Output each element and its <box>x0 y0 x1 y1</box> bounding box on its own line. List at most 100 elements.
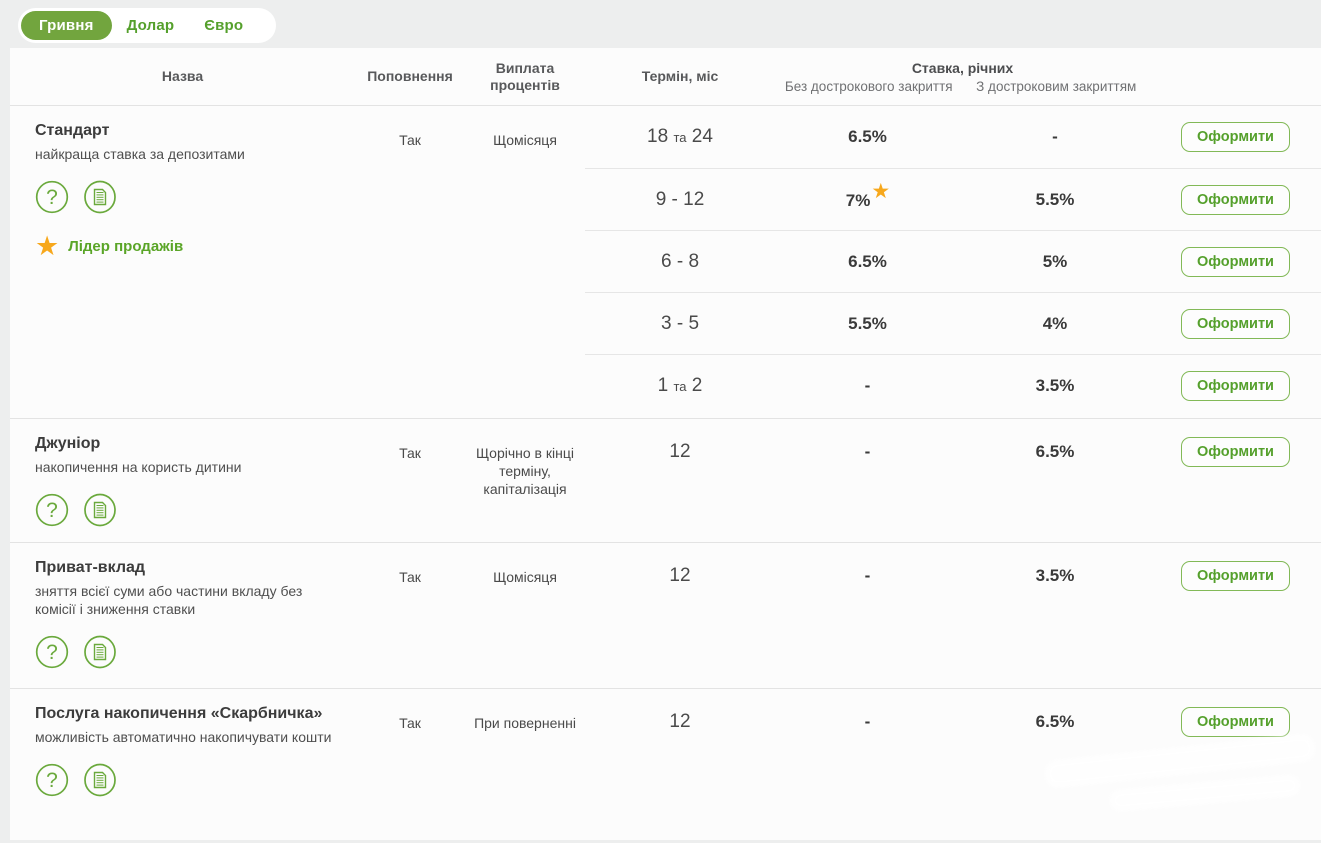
document-icon[interactable] <box>83 635 117 669</box>
product-name: Приват-вклад <box>35 559 146 576</box>
product-description: найкраща ставка за депозитами <box>35 146 245 162</box>
header-rate-title: Ставка, річних <box>911 59 1014 76</box>
apply-button[interactable]: Оформити <box>1181 246 1290 277</box>
rate-row: 12 - 6.5% Оформити <box>585 689 1321 755</box>
currency-tab-2[interactable]: Євро <box>204 17 244 34</box>
term-cell: 18 та 24 <box>647 126 713 147</box>
rate-early-cell: 4% <box>1042 313 1068 333</box>
apply-button[interactable]: Оформити <box>1181 308 1290 339</box>
rate-no-early-cell: - <box>864 566 871 585</box>
rate-no-early-cell: 6.5% <box>848 251 887 271</box>
term-cell: 12 <box>669 711 691 732</box>
product-row: Послуга накопичення «Скарбничка» можливіс… <box>10 688 1321 840</box>
rate-early-cell: 3.5% <box>1035 375 1075 395</box>
payout-cell: Щомісяця <box>493 132 557 148</box>
rate-row: 6 - 8 6.5% 5% Оформити <box>585 230 1321 292</box>
rate-row: 12 - 6.5% Оформити <box>585 419 1321 485</box>
rate-no-early-cell: - <box>864 712 871 731</box>
document-icon[interactable] <box>83 493 117 527</box>
product-name: Стандарт <box>35 122 110 139</box>
header-payout: Виплата процентів <box>490 59 560 93</box>
topup-cell: Так <box>399 132 421 148</box>
term-cell: 9 - 12 <box>655 188 705 210</box>
payout-cell: При поверненні <box>474 715 576 731</box>
svg-text:?: ? <box>46 769 58 792</box>
header-topup: Поповнення <box>367 68 453 84</box>
term-cell: 12 <box>669 441 691 462</box>
product-name-cell: Джуніор накопичення на користь дитини? <box>10 419 355 542</box>
rate-early-cell: 6.5% <box>1035 442 1075 461</box>
table-header-row: Назва Поповнення Виплата процентів Термі… <box>10 48 1321 106</box>
rate-early-cell: 6.5% <box>1035 712 1075 731</box>
rate-early-cell: 5% <box>1042 251 1068 271</box>
rate-row: 9 - 12 7%★ 5.5% Оформити <box>585 168 1321 230</box>
product-row: Приват-вклад зняття всієї суми або частин… <box>10 542 1321 688</box>
document-icon[interactable] <box>83 763 117 797</box>
svg-text:?: ? <box>46 641 58 664</box>
apply-button[interactable]: Оформити <box>1181 184 1290 215</box>
topup-cell: Так <box>399 715 421 731</box>
deposits-table: Назва Поповнення Виплата процентів Термі… <box>10 48 1321 840</box>
product-row: Стандарт найкраща ставка за депозитами? ★ Л… <box>10 106 1321 418</box>
rate-subrows: 12 - 3.5% Оформити <box>585 543 1321 688</box>
product-description: можливість автоматично накопичувати кошт… <box>35 729 332 745</box>
apply-button[interactable]: Оформити <box>1181 122 1290 152</box>
header-term: Термін, міс <box>641 68 719 84</box>
topup-cell: Так <box>399 445 421 461</box>
rate-no-early-cell: 7%★ <box>845 180 891 210</box>
rate-no-early-cell: - <box>864 442 871 461</box>
rate-early-cell: - <box>1052 127 1058 146</box>
rate-row: 12 - 3.5% Оформити <box>585 543 1321 609</box>
currency-tabbar: Гривня Долар Євро <box>0 0 1321 48</box>
svg-text:?: ? <box>46 499 58 522</box>
payout-cell: Щомісяця <box>493 569 557 585</box>
currency-tab-0[interactable]: Гривня <box>21 11 112 40</box>
currency-tab-group: Гривня Долар Євро <box>18 8 277 43</box>
question-icon[interactable]: ? <box>35 180 69 214</box>
star-icon: ★ <box>871 180 891 203</box>
rate-subrows: 12 - 6.5% Оформити <box>585 419 1321 542</box>
question-icon[interactable]: ? <box>35 493 69 527</box>
product-name-cell: Приват-вклад зняття всієї суми або частин… <box>10 543 355 688</box>
header-rate-no-early: Без дострокового закриття <box>784 78 953 94</box>
rate-early-cell: 5.5% <box>1035 189 1075 209</box>
question-icon[interactable]: ? <box>35 763 69 797</box>
rate-early-cell: 3.5% <box>1035 566 1075 585</box>
header-name: Назва <box>161 68 204 84</box>
document-icon[interactable] <box>83 180 117 214</box>
product-name: Джуніор <box>35 435 101 452</box>
badge-label: Лідер продажів <box>68 237 184 255</box>
apply-button[interactable]: Оформити <box>1181 370 1290 401</box>
header-rate-early: З достроковим закриттям <box>976 78 1137 94</box>
product-name-cell: Стандарт найкраща ставка за депозитами? ★ Л… <box>10 106 355 418</box>
header-rate-group: Ставка, річних Без дострокового закриття… <box>775 60 1150 94</box>
product-description: накопичення на користь дитини <box>35 459 242 475</box>
sales-leader-badge: ★ Лідер продажів <box>35 231 345 261</box>
star-icon: ★ <box>35 231 60 261</box>
rate-no-early-cell: 6.5% <box>848 127 887 146</box>
product-description: зняття всієї суми або частини вкладу без… <box>35 583 303 617</box>
term-cell: 3 - 5 <box>660 312 700 334</box>
apply-button[interactable]: Оформити <box>1181 707 1290 737</box>
rate-row: 18 та 24 6.5% - Оформити <box>585 106 1321 168</box>
topup-cell: Так <box>399 569 421 585</box>
rate-subrows: 18 та 24 6.5% - Оформити 9 - 12 7%★ 5.5% Оформи… <box>585 106 1321 418</box>
svg-text:?: ? <box>46 186 58 209</box>
rate-subrows: 12 - 6.5% Оформити <box>585 689 1321 840</box>
rate-no-early-cell: 5.5% <box>848 313 887 333</box>
term-cell: 1 та 2 <box>657 374 703 396</box>
rate-row: 1 та 2 - 3.5% Оформити <box>585 354 1321 416</box>
rate-no-early-cell: - <box>864 375 871 395</box>
product-name: Послуга накопичення «Скарбничка» <box>35 705 323 722</box>
product-name-cell: Послуга накопичення «Скарбничка» можливіс… <box>10 689 355 840</box>
term-cell: 6 - 8 <box>660 250 700 272</box>
rate-row: 3 - 5 5.5% 4% Оформити <box>585 292 1321 354</box>
term-cell: 12 <box>669 565 691 586</box>
currency-tab-1[interactable]: Долар <box>126 17 175 34</box>
payout-cell: Щорічно в кінці терміну, капіталізація <box>476 445 574 497</box>
apply-button[interactable]: Оформити <box>1181 561 1290 591</box>
table-body: Стандарт найкраща ставка за депозитами? ★ Л… <box>10 106 1321 840</box>
question-icon[interactable]: ? <box>35 635 69 669</box>
product-row: Джуніор накопичення на користь дитини? Так… <box>10 418 1321 542</box>
apply-button[interactable]: Оформити <box>1181 437 1290 467</box>
